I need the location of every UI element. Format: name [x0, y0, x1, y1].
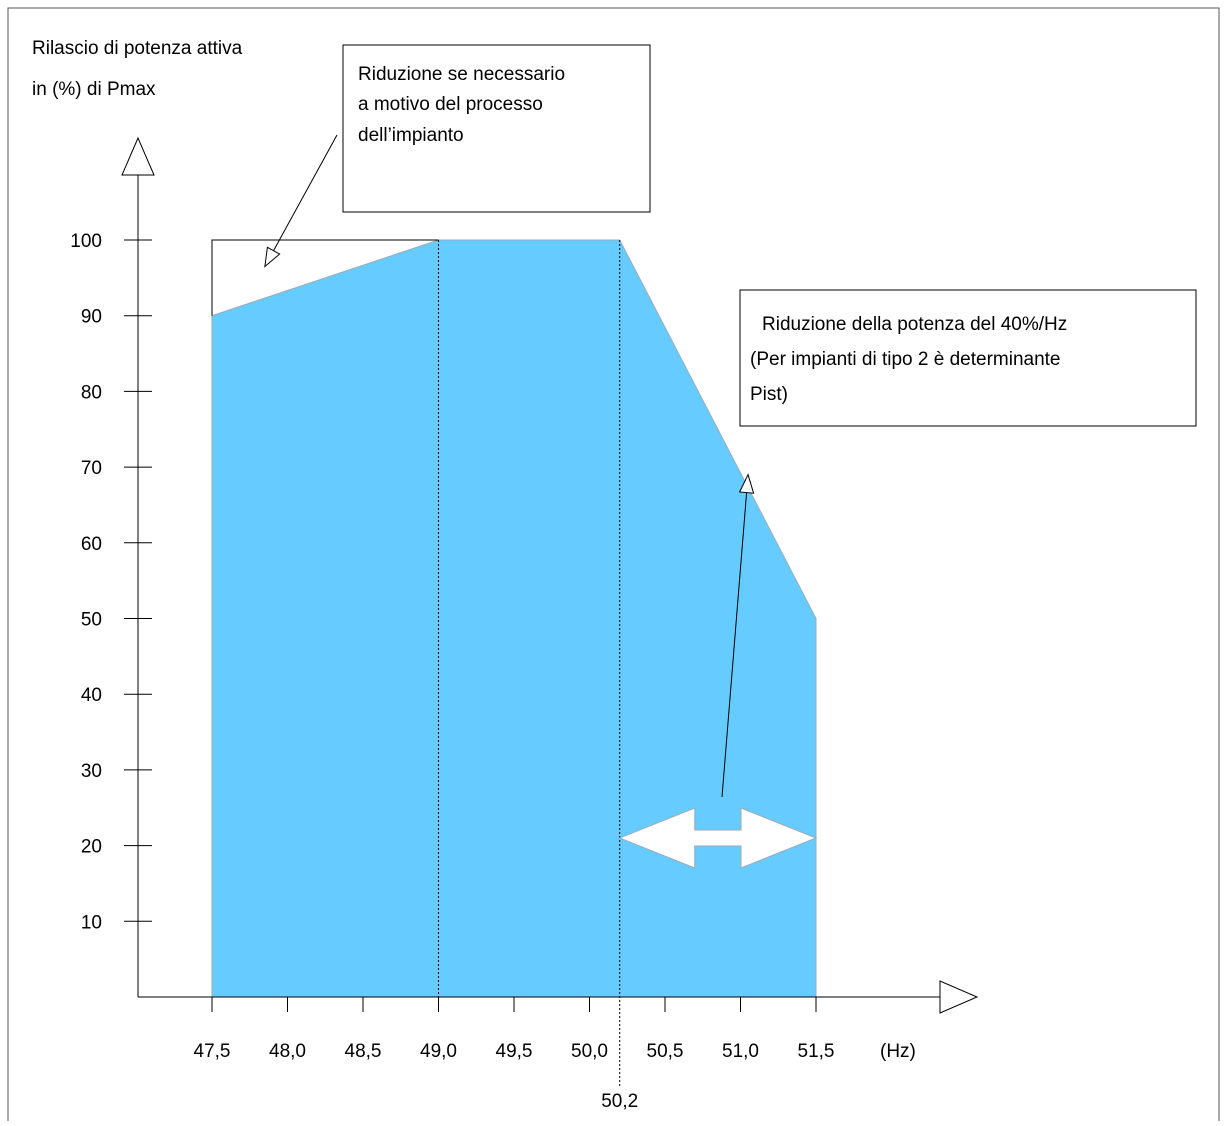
annotation-power-pointer-head — [738, 473, 755, 494]
y-tick-label-1: 20 — [81, 837, 102, 858]
y-axis-label-line2: in (%) di Pmax — [32, 79, 156, 100]
annotation-power-line2: (Per impianti di tipo 2 è determinante — [750, 349, 1061, 370]
x-axis-unit: (Hz) — [880, 1041, 916, 1062]
x-tick-label-3: 49,0 — [420, 1041, 457, 1062]
annotation-box-process — [342, 44, 651, 213]
y-tick-label-7: 80 — [81, 382, 102, 403]
y-tick-label-5: 60 — [81, 534, 102, 555]
annotation-process-line2: a motivo del processo — [358, 94, 543, 115]
page-frame — [7, 7, 1220, 1121]
y-tick-label-4: 50 — [81, 610, 102, 631]
annotation-power-pointer-line — [721, 474, 749, 798]
y-tick-label-8: 90 — [81, 307, 102, 328]
max-envelope-line — [211, 239, 439, 316]
x-tick-label-1: 48,0 — [269, 1041, 306, 1062]
area-series-0 — [211, 239, 817, 998]
y-axis-arrowhead — [121, 136, 155, 176]
y-tick-label-2: 30 — [81, 761, 102, 782]
y-tick-label-9: 100 — [70, 231, 102, 252]
y-tick-label-6: 70 — [81, 458, 102, 479]
annotation-process-line3: dell’impianto — [358, 125, 464, 146]
x-tick-label-8: 51,5 — [798, 1041, 835, 1062]
x-tick-label-0: 47,5 — [194, 1041, 231, 1062]
x-tick-label-5: 50,0 — [571, 1041, 608, 1062]
annotation-power-line3: Pist) — [750, 384, 788, 405]
reference-line-label-1: 50,2 — [601, 1091, 638, 1112]
annotation-process-pointer-line — [264, 134, 338, 267]
x-tick-label-2: 48,5 — [345, 1041, 382, 1062]
x-tick-label-7: 51,0 — [722, 1041, 759, 1062]
annotation-power-line1: Riduzione della potenza del 40%/Hz — [762, 314, 1067, 335]
annotation-process-line1: Riduzione se necessario — [358, 64, 565, 85]
y-tick-label-0: 10 — [81, 912, 102, 933]
annotation-process-pointer-head — [264, 246, 281, 268]
y-tick-label-3: 40 — [81, 685, 102, 706]
x-tick-label-4: 49,5 — [496, 1041, 533, 1062]
double-arrow-reduction-range — [618, 807, 818, 869]
x-tick-label-6: 50,5 — [647, 1041, 684, 1062]
annotation-box-power — [739, 289, 1197, 427]
x-axis-arrowhead — [939, 980, 979, 1014]
y-axis-label-line1: Rilascio di potenza attiva — [32, 38, 243, 59]
